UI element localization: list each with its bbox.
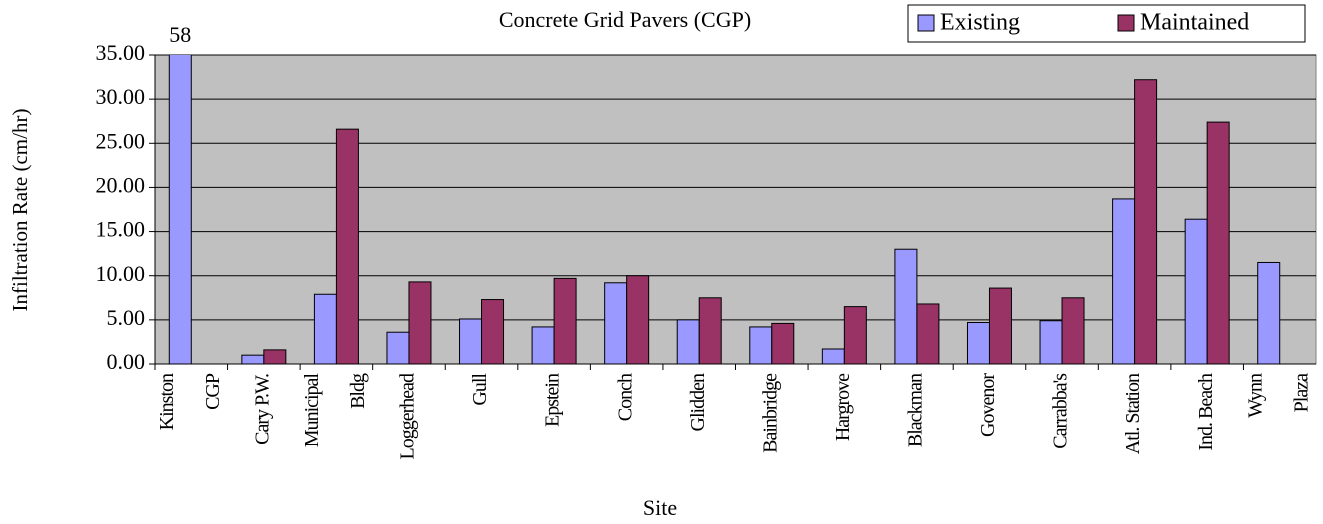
bar	[771, 322, 795, 364]
bar	[698, 297, 722, 364]
bar	[481, 299, 505, 364]
bar	[408, 281, 432, 364]
x-tick-label: Epstein	[542, 373, 564, 427]
x-tick-label: Loggerhead	[397, 373, 419, 460]
bar	[894, 248, 918, 364]
bar	[843, 306, 867, 364]
x-tick-label: Atl. Station	[1122, 373, 1144, 454]
x-tick-label: CGP	[202, 373, 224, 410]
y-tick-label: 10.00	[96, 261, 146, 286]
bar	[1112, 198, 1136, 364]
x-tick-label: Ind. Beach	[1195, 373, 1217, 451]
y-tick-label: 15.00	[96, 217, 146, 242]
legend-swatch	[917, 14, 935, 32]
x-tick-label: Carrabba's	[1050, 373, 1072, 449]
bar	[1061, 297, 1085, 364]
x-tick-label: Glidden	[687, 373, 709, 431]
legend-label: Existing	[940, 10, 1020, 36]
legend-swatch	[1117, 14, 1135, 32]
data-label: 58	[169, 22, 191, 47]
x-axis-label: Site	[643, 495, 677, 520]
bar	[749, 326, 773, 364]
chart-title: Concrete Grid Pavers (CGP)	[499, 7, 751, 32]
bars	[168, 55, 1281, 364]
y-tick-label: 35.00	[96, 40, 146, 65]
y-tick-label: 20.00	[96, 172, 146, 197]
bar	[553, 277, 577, 364]
bar	[676, 319, 700, 364]
x-tick-label: Govenor	[977, 373, 999, 437]
bar	[604, 282, 628, 364]
bar	[821, 348, 845, 364]
bar	[168, 55, 192, 364]
x-tick-label: Gull	[469, 373, 491, 406]
x-tick-label: Municipal	[301, 373, 323, 448]
bar	[459, 318, 483, 364]
bar	[386, 331, 410, 364]
bar	[313, 293, 337, 364]
bar	[241, 354, 265, 364]
bar	[1039, 320, 1063, 364]
x-tick-label: Bldg	[347, 373, 369, 409]
y-tick-label: 25.00	[96, 128, 146, 153]
bar	[916, 303, 940, 364]
bar	[263, 349, 287, 364]
bar	[1134, 79, 1158, 364]
x-tick-label: Blackman	[905, 373, 927, 447]
y-axis-label: Infiltration Rate (cm/hr)	[8, 109, 32, 312]
bar	[626, 275, 650, 364]
x-tick-label: Bainbridge	[759, 373, 781, 453]
bar	[531, 326, 555, 364]
legend-label: Maintained	[1140, 10, 1249, 36]
bar	[335, 128, 359, 364]
bar	[1184, 218, 1208, 364]
bar	[1206, 121, 1230, 364]
x-tick-label: Plaza	[1290, 373, 1312, 412]
y-tick-label: 30.00	[96, 84, 146, 109]
bar	[1257, 261, 1281, 364]
x-tick-label: Conch	[614, 373, 636, 421]
legend-box	[907, 4, 1306, 43]
x-tick-label: Wynn	[1244, 373, 1266, 418]
y-tick-label: 0.00	[107, 349, 146, 374]
bar	[988, 287, 1012, 364]
x-tick-label: Hargrove	[832, 373, 854, 441]
y-tick-label: 5.00	[107, 305, 146, 330]
x-tick-label: Kinston	[156, 373, 178, 430]
x-tick-label: Cary P.W.	[251, 374, 273, 445]
bar	[966, 322, 990, 364]
